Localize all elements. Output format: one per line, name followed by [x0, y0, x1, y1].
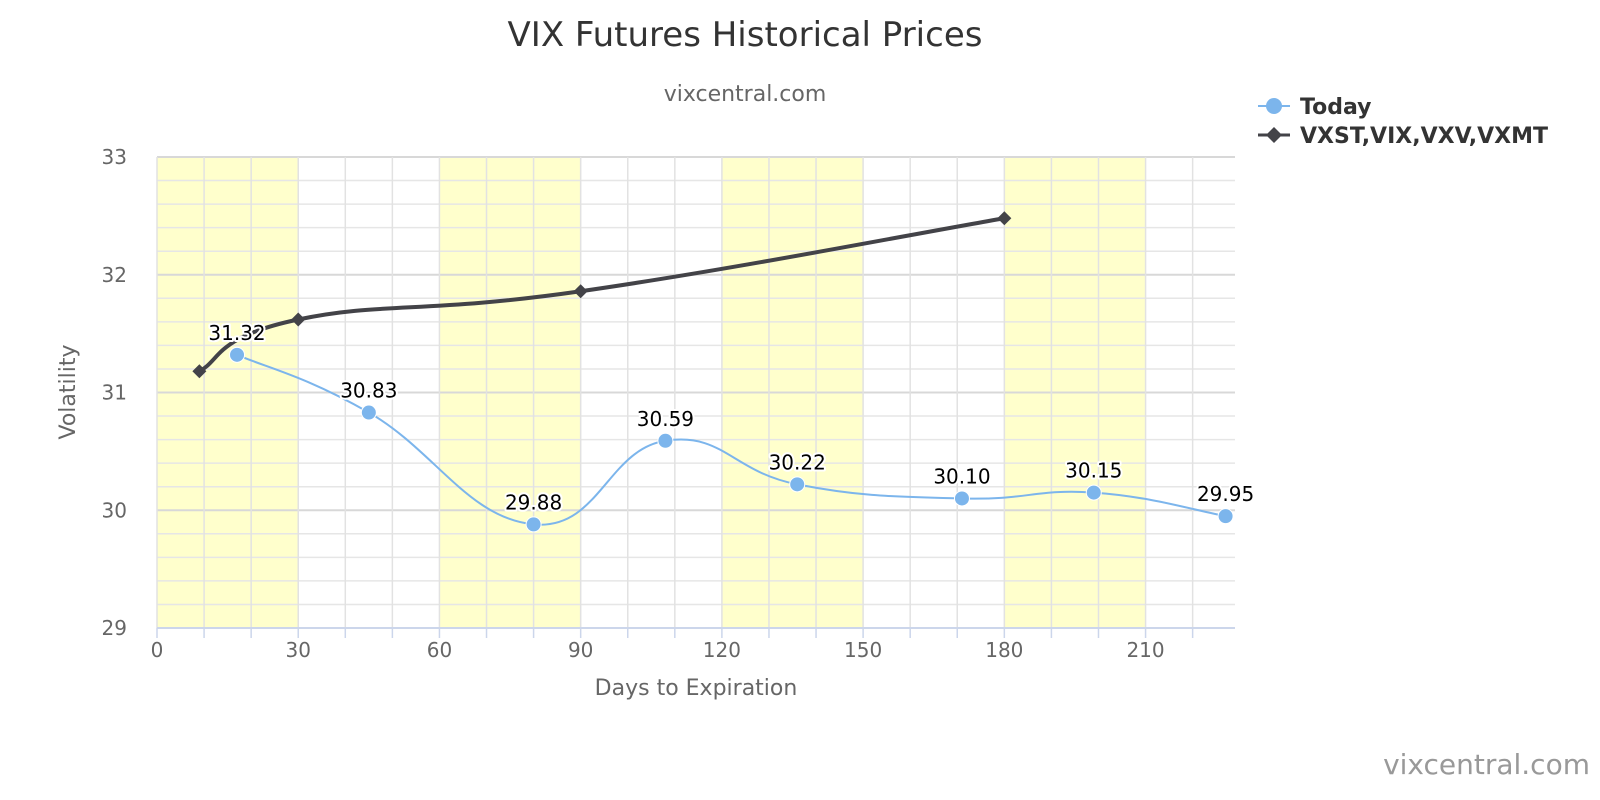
y-tick-label: 31 — [102, 381, 127, 405]
chart-title: VIX Futures Historical Prices — [508, 15, 983, 55]
legend-marker-diamond-icon — [1266, 127, 1282, 143]
y-axis-title: Volatility — [56, 344, 81, 439]
data-label-0-2: 29.88 — [505, 490, 562, 514]
x-tick-label: 60 — [427, 638, 452, 662]
legend-label-today: Today — [1300, 95, 1371, 120]
point-marker-circle — [953, 490, 970, 507]
point-marker-diamond — [997, 211, 1012, 226]
legend-marker-circle-icon — [1266, 98, 1282, 114]
series-line-1 — [198, 216, 1005, 374]
data-label-0-7: 29.95 — [1197, 482, 1254, 506]
point-marker-circle — [360, 404, 377, 421]
legend-item-indices[interactable]: VXST,VIX,VXV,VXMT — [1258, 124, 1548, 149]
series-1 — [192, 211, 1012, 379]
x-tick-label: 120 — [703, 638, 741, 662]
legend-item-today[interactable]: Today — [1258, 95, 1371, 120]
data-label-0-3: 30.59 — [637, 407, 694, 431]
series-line-0 — [236, 353, 1226, 526]
x-tick-label: 0 — [151, 638, 164, 662]
x-axis-title: Days to Expiration — [595, 676, 798, 701]
point-marker-circle — [1085, 484, 1102, 501]
y-tick-label: 32 — [102, 263, 127, 287]
data-label-0-6: 30.15 — [1065, 459, 1122, 483]
x-tick-label: 30 — [285, 638, 310, 662]
point-marker-circle — [1217, 508, 1234, 525]
x-tick-label: 180 — [985, 638, 1023, 662]
credit-text[interactable]: vixcentral.com — [1383, 748, 1590, 781]
point-marker-diamond — [192, 364, 207, 379]
x-tick-label: 90 — [568, 638, 593, 662]
series-0 — [229, 346, 1234, 533]
data-labels: 31.32 30.83 29.88 30.59 30.22 30.10 30.15 29.95 — [206, 319, 1256, 517]
point-marker-diamond — [291, 312, 306, 327]
point-marker-circle — [525, 516, 542, 533]
data-label-0-0: 31.32 — [208, 321, 265, 345]
data-label-0-4: 30.22 — [769, 450, 826, 474]
chart-subtitle: vixcentral.com — [664, 82, 827, 107]
point-marker-circle — [229, 346, 246, 363]
series-layer — [192, 211, 1234, 533]
data-label-0-1: 30.83 — [340, 379, 397, 403]
y-tick-label: 33 — [102, 145, 127, 169]
axes: 0 30 60 90 120 150 180 210 29 30 31 32 33 — [102, 145, 1235, 662]
point-marker-diamond — [573, 284, 588, 299]
point-marker-circle — [657, 432, 674, 449]
y-tick-label: 30 — [102, 498, 127, 522]
legend-label-indices: VXST,VIX,VXV,VXMT — [1300, 124, 1548, 149]
grid-lines — [156, 156, 1235, 629]
x-tick-label: 210 — [1126, 638, 1164, 662]
y-tick-label: 29 — [102, 616, 127, 640]
data-label-0-5: 30.10 — [933, 464, 990, 488]
point-marker-circle — [789, 476, 806, 493]
x-tick-label: 150 — [844, 638, 882, 662]
legend: Today VXST,VIX,VXV,VXMT — [1258, 95, 1548, 149]
